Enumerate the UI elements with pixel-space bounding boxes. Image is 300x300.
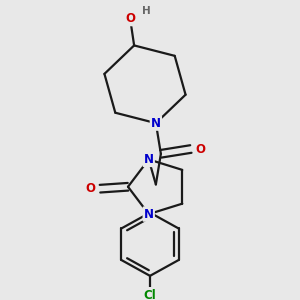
- Text: N: N: [144, 153, 154, 166]
- Text: O: O: [85, 182, 95, 195]
- Text: O: O: [125, 12, 135, 25]
- Text: N: N: [151, 117, 161, 130]
- Text: N: N: [144, 208, 154, 220]
- Text: O: O: [196, 142, 206, 155]
- Text: Cl: Cl: [144, 289, 156, 300]
- Text: H: H: [142, 6, 151, 16]
